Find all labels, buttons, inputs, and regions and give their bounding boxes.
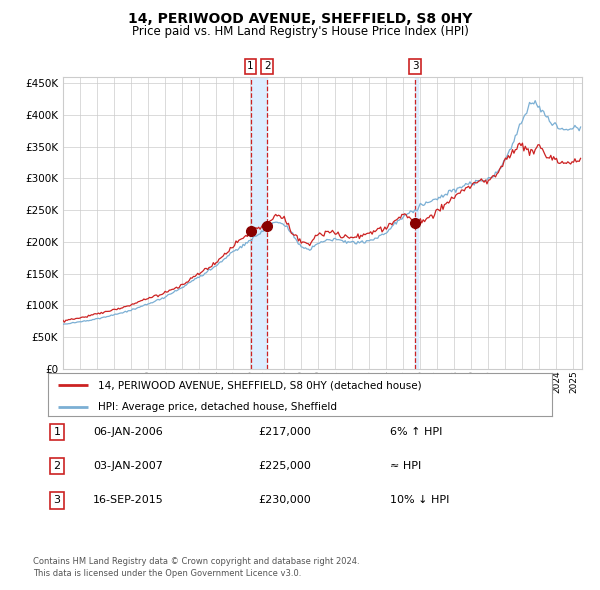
Text: This data is licensed under the Open Government Licence v3.0.: This data is licensed under the Open Gov…	[33, 569, 301, 578]
Text: 2: 2	[53, 461, 61, 471]
Text: £225,000: £225,000	[258, 461, 311, 471]
Bar	[415, 77, 418, 369]
Text: 06-JAN-2006: 06-JAN-2006	[93, 427, 163, 437]
Text: 1: 1	[247, 61, 254, 71]
Text: Price paid vs. HM Land Registry's House Price Index (HPI): Price paid vs. HM Land Registry's House …	[131, 25, 469, 38]
Text: £217,000: £217,000	[258, 427, 311, 437]
Text: 16-SEP-2015: 16-SEP-2015	[93, 496, 164, 505]
Text: 14, PERIWOOD AVENUE, SHEFFIELD, S8 0HY: 14, PERIWOOD AVENUE, SHEFFIELD, S8 0HY	[128, 12, 472, 26]
Text: 2: 2	[264, 61, 271, 71]
Text: 14, PERIWOOD AVENUE, SHEFFIELD, S8 0HY (detached house): 14, PERIWOOD AVENUE, SHEFFIELD, S8 0HY (…	[98, 381, 422, 391]
Text: £230,000: £230,000	[258, 496, 311, 505]
Bar	[251, 77, 268, 369]
Text: 3: 3	[412, 61, 419, 71]
Text: 1: 1	[53, 427, 61, 437]
Text: 03-JAN-2007: 03-JAN-2007	[93, 461, 163, 471]
Text: 6% ↑ HPI: 6% ↑ HPI	[390, 427, 442, 437]
Text: HPI: Average price, detached house, Sheffield: HPI: Average price, detached house, Shef…	[98, 402, 337, 412]
Text: ≈ HPI: ≈ HPI	[390, 461, 421, 471]
Text: Contains HM Land Registry data © Crown copyright and database right 2024.: Contains HM Land Registry data © Crown c…	[33, 558, 359, 566]
Text: 3: 3	[53, 496, 61, 505]
Text: 10% ↓ HPI: 10% ↓ HPI	[390, 496, 449, 505]
